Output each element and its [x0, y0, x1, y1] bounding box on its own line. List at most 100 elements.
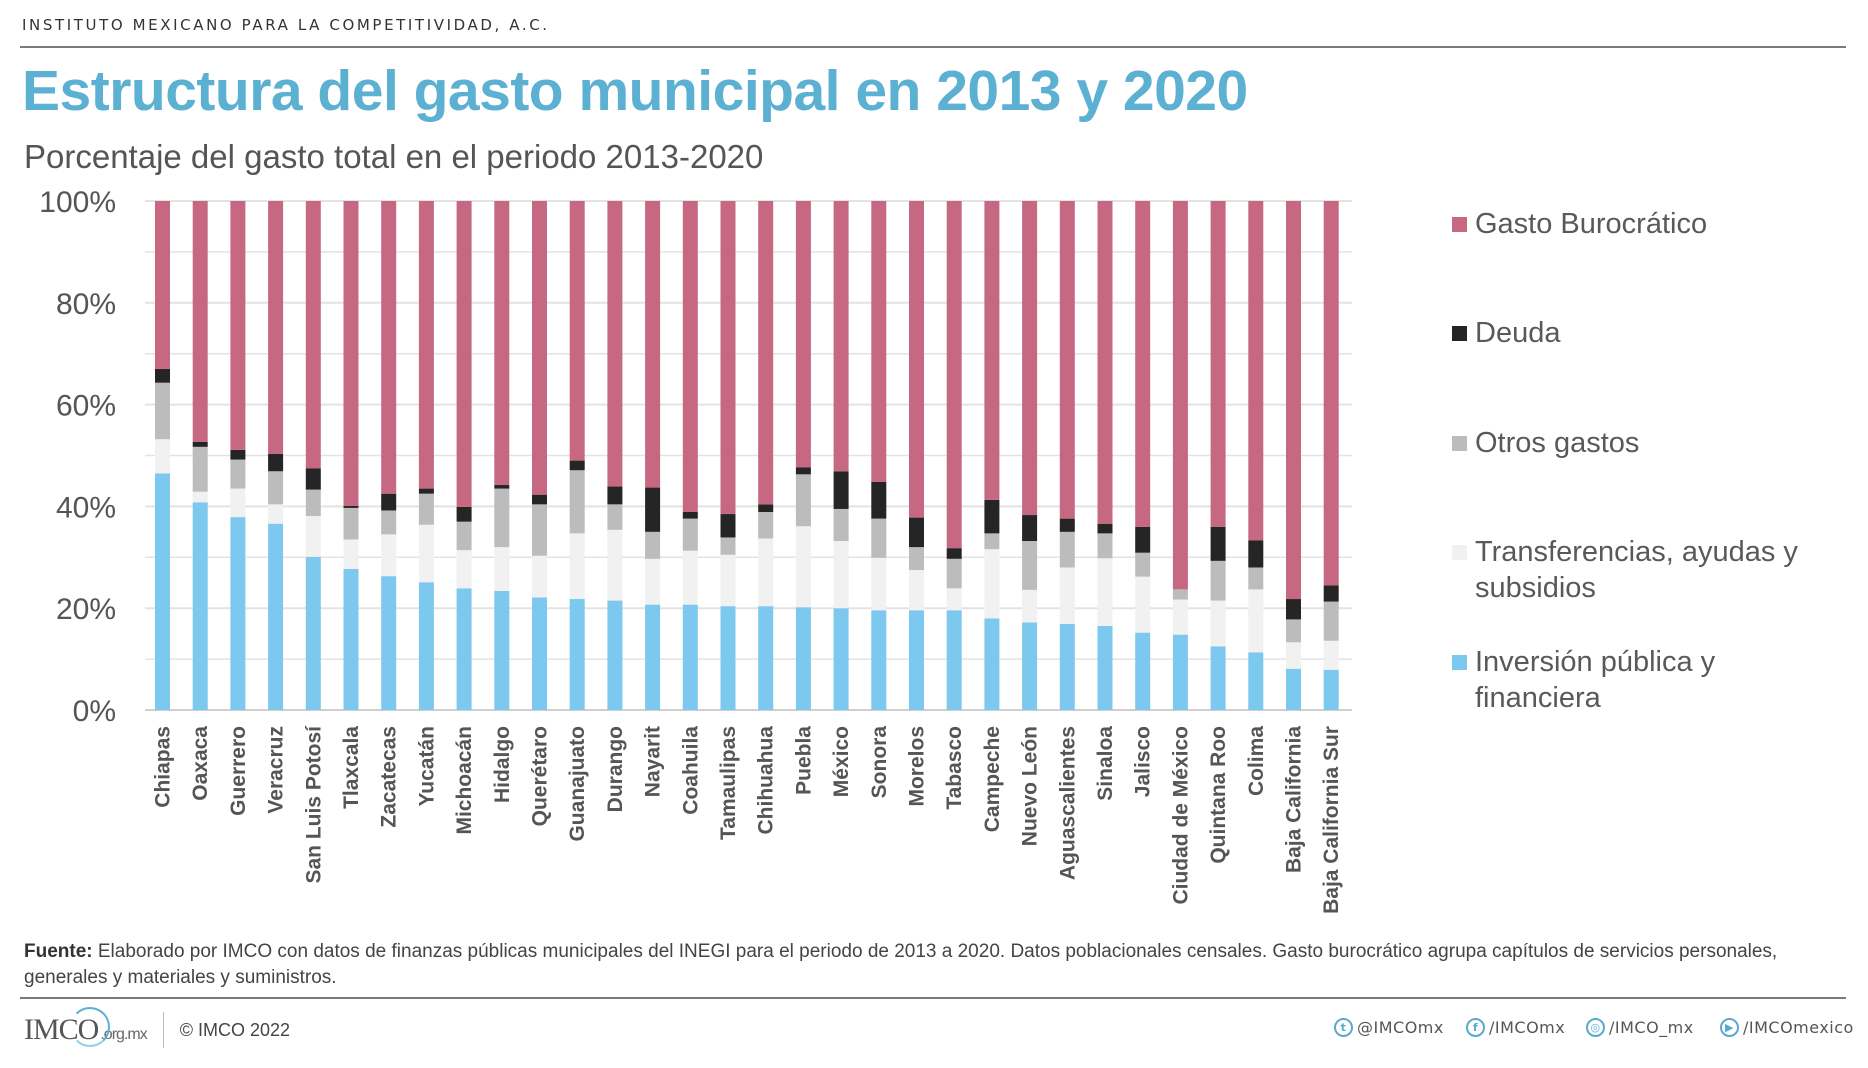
bar-segment-inversion	[1210, 646, 1226, 710]
bar-segment-burocratico	[494, 201, 510, 486]
legend-item-otros: Otros gastos	[1452, 425, 1639, 461]
bar-segment-inversion	[1097, 626, 1113, 710]
x-tick-label: Aguascalientes	[1056, 726, 1079, 880]
social-facebook[interactable]: f /IMCOmx	[1466, 1018, 1565, 1037]
x-tick-label: Nuevo León	[1019, 726, 1042, 846]
bar-segment-transferencias	[984, 549, 1000, 619]
social-label: /IMCOmx	[1489, 1018, 1566, 1037]
x-tick-label: Zacatecas	[378, 726, 401, 828]
bar-segment-inversion	[1022, 622, 1038, 710]
bar-segment-inversion	[758, 606, 774, 710]
x-tick-label: México	[830, 726, 853, 797]
bar-segment-otros	[569, 470, 585, 534]
legend-label: Transferencias, ayudas y subsidios	[1475, 536, 1798, 604]
x-tick-label: Veracruz	[265, 726, 288, 814]
bar-segment-deuda	[795, 467, 811, 475]
bar-segment-otros	[381, 510, 397, 535]
logo-swirl-icon	[70, 1007, 110, 1047]
bar-segment-transferencias	[230, 488, 246, 518]
bar-segment-deuda	[1248, 540, 1264, 568]
bar-segment-transferencias	[268, 504, 284, 524]
bar-segment-inversion	[984, 618, 1000, 710]
imco-logo[interactable]: IMCO .org.mx	[24, 1007, 148, 1047]
bar-segment-deuda	[871, 481, 887, 519]
header-divider	[20, 46, 1846, 48]
bar-segment-inversion	[946, 610, 962, 710]
bar-segment-deuda	[1059, 518, 1075, 532]
bar-segment-otros	[1059, 531, 1075, 568]
y-tick-label: 20%	[56, 593, 116, 626]
bar-segment-inversion	[381, 576, 397, 710]
bar-segment-burocratico	[1286, 201, 1301, 600]
bar-segment-deuda	[758, 504, 774, 512]
social-label: /IMCO_mx	[1609, 1018, 1694, 1037]
bar-segment-transferencias	[1248, 589, 1264, 653]
x-tick-label: Ciudad de México	[1169, 726, 1192, 905]
bar-segment-otros	[155, 382, 170, 440]
social-twitter[interactable]: t @IMCOmx	[1334, 1018, 1444, 1037]
bar-segment-inversion	[343, 569, 359, 710]
bar-segment-deuda	[1022, 515, 1038, 542]
bar-segment-inversion	[155, 473, 170, 710]
legend-item-transferencias: Transferencias, ayudas y subsidios	[1452, 534, 1832, 606]
bar-segment-deuda	[1210, 526, 1226, 561]
bar-segment-inversion	[192, 502, 208, 710]
bar-segment-inversion	[1248, 652, 1264, 710]
instagram-icon: ◎	[1586, 1018, 1605, 1037]
bar-segment-transferencias	[645, 558, 661, 605]
bar-segment-deuda	[720, 514, 736, 538]
legend-swatch-inversion	[1452, 655, 1467, 670]
footer-separator	[162, 1012, 164, 1048]
bar-segment-otros	[607, 504, 623, 530]
bar-segment-burocratico	[418, 201, 434, 489]
x-tick-label: Chiapas	[152, 726, 175, 808]
bar-segment-deuda	[155, 368, 170, 383]
bar-segment-burocratico	[720, 201, 736, 515]
legend-label: Inversión pública y financiera	[1475, 646, 1716, 714]
y-tick-label: 100%	[39, 186, 116, 219]
x-tick-label: Jalisco	[1132, 726, 1155, 797]
bar-segment-otros	[230, 459, 246, 489]
x-tick-label: San Luis Potosí	[302, 725, 325, 884]
bar-segment-transferencias	[1135, 576, 1151, 633]
x-tick-label: Guanajuato	[566, 726, 589, 842]
bar-segment-inversion	[1286, 668, 1301, 710]
bar-segment-burocratico	[1022, 201, 1038, 516]
bar-segment-inversion	[1059, 623, 1075, 710]
x-tick-label: Quintana Roo	[1207, 726, 1230, 864]
bar-segment-inversion	[456, 588, 472, 710]
bar-segment-burocratico	[1059, 201, 1075, 519]
x-tick-label: Oaxaca	[189, 726, 212, 801]
bar-segment-otros	[946, 558, 962, 589]
bar-segment-inversion	[682, 604, 698, 710]
bar-segment-deuda	[381, 493, 397, 511]
y-tick-label: 80%	[56, 288, 116, 321]
bar-segment-burocratico	[682, 201, 698, 512]
y-tick-label: 60%	[56, 390, 116, 423]
bar-segment-transferencias	[381, 534, 397, 577]
social-instagram[interactable]: ◎ /IMCO_mx	[1586, 1018, 1694, 1037]
bar-segment-otros	[192, 446, 208, 492]
bar-segment-deuda	[645, 487, 661, 532]
social-label: @IMCOmx	[1357, 1018, 1444, 1037]
legend-label: Deuda	[1475, 317, 1561, 349]
y-tick-label: 40%	[56, 491, 116, 524]
bar-segment-deuda	[230, 449, 246, 460]
x-tick-label: Tabasco	[943, 726, 966, 810]
bar-segment-transferencias	[871, 557, 887, 611]
legend-label: Otros gastos	[1475, 427, 1640, 459]
bar-segment-burocratico	[1097, 201, 1113, 524]
bar-segment-deuda	[343, 505, 359, 508]
source-label: Fuente:	[24, 941, 93, 962]
bar-segment-deuda	[607, 486, 623, 505]
bar-segment-deuda	[946, 548, 962, 559]
bar-segment-otros	[456, 521, 472, 551]
bar-segment-otros	[1135, 552, 1151, 577]
social-youtube[interactable]: ▶ /IMCOmexico	[1720, 1018, 1854, 1037]
bar-segment-otros	[833, 508, 849, 542]
bar-segment-deuda	[682, 511, 698, 519]
x-tick-label: Guerrero	[227, 726, 250, 816]
bar-segment-transferencias	[192, 491, 208, 503]
bar-segment-inversion	[795, 607, 811, 710]
chart-title: Estructura del gasto municipal en 2013 y…	[22, 59, 1248, 123]
